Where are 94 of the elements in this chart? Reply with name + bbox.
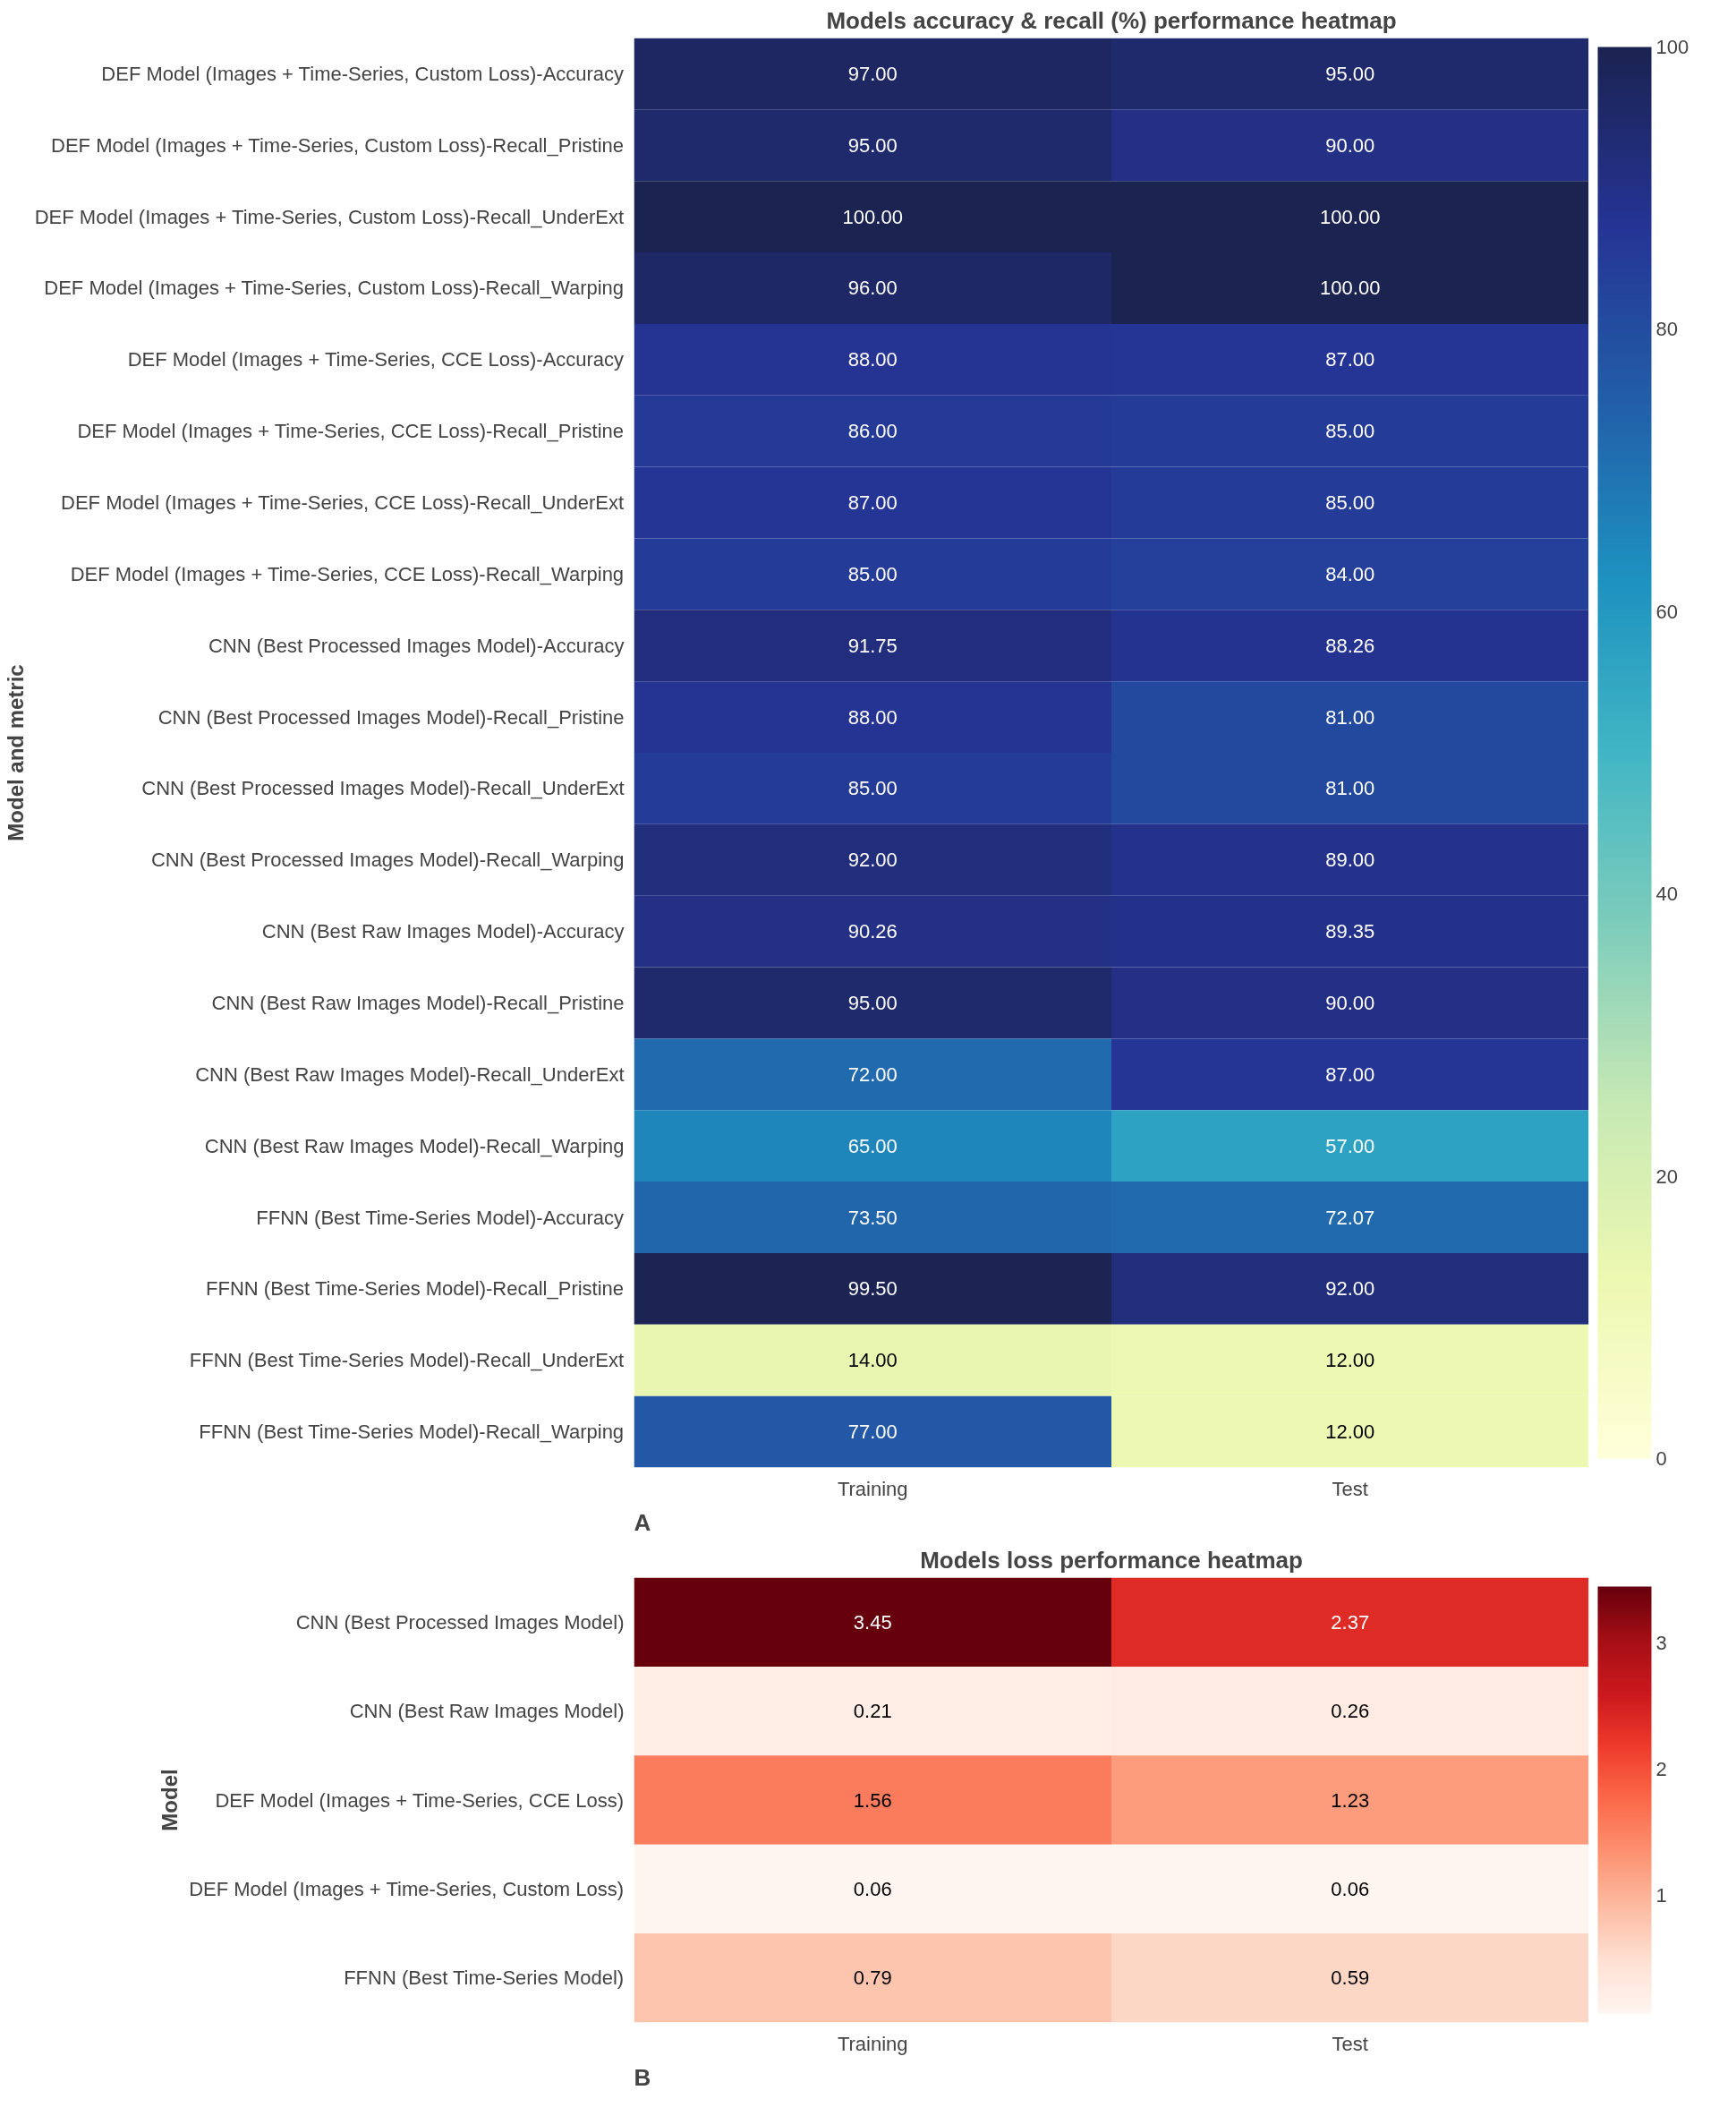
data-label: 84.00 bbox=[1325, 562, 1375, 585]
y-tick-label: CNN (Best Raw Images Model)-Recall_Pristine bbox=[211, 991, 625, 1014]
data-label: 95.00 bbox=[847, 991, 898, 1014]
data-label: 100.00 bbox=[1320, 205, 1381, 228]
data-label: 89.00 bbox=[1325, 849, 1375, 872]
data-label: 90.00 bbox=[1325, 991, 1375, 1014]
y-tick-label: FFNN (Best Time-Series Model) bbox=[344, 1967, 625, 1990]
x-tick-label: Test bbox=[1332, 2032, 1368, 2055]
color-bar-label: 1 bbox=[1655, 1883, 1667, 1907]
data-label: 73.50 bbox=[847, 1206, 898, 1229]
data-label: 97.00 bbox=[847, 62, 898, 85]
y-tick-label: DEF Model (Images + Time-Series, Custom Loss) bbox=[189, 1877, 625, 1900]
data-label: 72.00 bbox=[847, 1062, 898, 1086]
y-tick-label: CNN (Best Raw Images Model) bbox=[349, 1700, 625, 1723]
color-bar-label: 100 bbox=[1655, 36, 1689, 58]
data-label: 88.00 bbox=[847, 705, 898, 729]
data-label: 0.79 bbox=[853, 1967, 892, 1990]
y-tick-label: CNN (Best Raw Images Model)-Recall_UnderExt bbox=[195, 1062, 625, 1086]
data-label: 88.26 bbox=[1325, 634, 1375, 657]
y-tick-label: CNN (Best Processed Images Model)-Recall_UnderExt bbox=[141, 777, 625, 800]
data-label: 65.00 bbox=[847, 1134, 898, 1157]
y-tick-label: FFNN (Best Time-Series Model)-Recall_UnderExt bbox=[189, 1349, 625, 1372]
data-label: 81.00 bbox=[1325, 777, 1375, 800]
color-bar-label: 40 bbox=[1655, 883, 1678, 906]
data-label: 99.50 bbox=[847, 1277, 898, 1301]
color-bar-label: 60 bbox=[1655, 600, 1678, 623]
data-label: 88.00 bbox=[847, 348, 898, 371]
data-label: 85.00 bbox=[847, 562, 898, 585]
x-tick-label: Test bbox=[1332, 1477, 1368, 1500]
y-tick-label: DEF Model (Images + Time-Series, Custom Loss)-Recall_Pristine bbox=[51, 133, 625, 157]
data-label: 72.07 bbox=[1325, 1206, 1375, 1229]
data-label: 87.00 bbox=[1325, 348, 1375, 371]
data-label: 90.26 bbox=[847, 920, 898, 943]
data-label: 12.00 bbox=[1325, 1349, 1375, 1372]
y-axis-title: Model bbox=[157, 1769, 183, 1831]
y-tick-label: CNN (Best Processed Images Model)-Recall_Pristine bbox=[157, 705, 625, 729]
y-tick-label: DEF Model (Images + Time-Series, CCE Loss)-Recall_Warping bbox=[70, 562, 625, 585]
y-tick-label: CNN (Best Processed Images Model)-Recall_Warping bbox=[150, 849, 625, 872]
color-bar-label: 80 bbox=[1655, 318, 1678, 341]
data-label: 95.00 bbox=[1325, 62, 1375, 85]
color-bar-label: 20 bbox=[1655, 1165, 1678, 1188]
data-label: 87.00 bbox=[847, 491, 898, 515]
y-tick-label: DEF Model (Images + Time-Series, CCE Loss)-Recall_Pristine bbox=[77, 420, 625, 443]
data-label: 90.00 bbox=[1325, 133, 1375, 157]
y-tick-label: DEF Model (Images + Time-Series, Custom Loss)-Recall_UnderExt bbox=[34, 205, 625, 228]
y-tick-label: DEF Model (Images + Time-Series, CCE Loss)-Recall_UnderExt bbox=[61, 491, 625, 515]
y-tick-label: CNN (Best Raw Images Model)-Accuracy bbox=[261, 920, 625, 943]
y-tick-label: CNN (Best Processed Images Model)-Accuracy bbox=[208, 634, 625, 657]
data-label: 85.00 bbox=[1325, 420, 1375, 443]
y-tick-label: CNN (Best Raw Images Model)-Recall_Warping bbox=[204, 1134, 625, 1157]
y-tick-label: FFNN (Best Time-Series Model)-Accuracy bbox=[256, 1206, 625, 1229]
data-label: 92.00 bbox=[847, 849, 898, 872]
data-label: 0.06 bbox=[1331, 1877, 1370, 1900]
data-label: 3.45 bbox=[853, 1610, 892, 1634]
data-label: 2.37 bbox=[1331, 1610, 1370, 1634]
color-bar-label: 2 bbox=[1655, 1758, 1667, 1781]
data-label: 1.56 bbox=[853, 1788, 892, 1812]
y-tick-label: DEF Model (Images + Time-Series, CCE Loss)-Accuracy bbox=[127, 348, 625, 371]
data-label: 0.06 bbox=[853, 1877, 892, 1900]
chart-title: Models accuracy & recall (%) performance heatmap bbox=[826, 6, 1397, 34]
data-label: 57.00 bbox=[1325, 1134, 1375, 1157]
data-label: 100.00 bbox=[842, 205, 903, 228]
data-label: 1.23 bbox=[1331, 1788, 1370, 1812]
data-label: 0.26 bbox=[1331, 1700, 1370, 1723]
data-label: 85.00 bbox=[1325, 491, 1375, 515]
chart-title: Models loss performance heatmap bbox=[920, 1546, 1303, 1574]
text: A bbox=[634, 1508, 651, 1536]
data-label: 14.00 bbox=[847, 1349, 898, 1372]
data-label: 96.00 bbox=[847, 277, 898, 300]
data-label: 92.00 bbox=[1325, 1277, 1375, 1301]
x-tick-label: Training bbox=[837, 1477, 908, 1500]
data-label: 77.00 bbox=[847, 1421, 898, 1444]
data-label: 85.00 bbox=[847, 777, 898, 800]
data-label: 91.75 bbox=[847, 634, 898, 657]
data-label: 12.00 bbox=[1325, 1421, 1375, 1444]
text: B bbox=[634, 2063, 651, 2091]
color-bar-label: 0 bbox=[1655, 1447, 1667, 1470]
data-label: 89.35 bbox=[1325, 920, 1375, 943]
x-tick-label: Training bbox=[837, 2032, 908, 2055]
data-label: 87.00 bbox=[1325, 1062, 1375, 1086]
y-tick-label: DEF Model (Images + Time-Series, CCE Loss) bbox=[215, 1788, 625, 1812]
y-tick-label: DEF Model (Images + Time-Series, Custom Loss)-Recall_Warping bbox=[44, 277, 625, 300]
y-axis-title: Model and metric bbox=[3, 664, 28, 841]
data-label: 81.00 bbox=[1325, 705, 1375, 729]
data-label: 95.00 bbox=[847, 133, 898, 157]
data-label: 86.00 bbox=[847, 420, 898, 443]
y-tick-label: CNN (Best Processed Images Model) bbox=[295, 1610, 625, 1634]
y-tick-label: FFNN (Best Time-Series Model)-Recall_Warping bbox=[199, 1421, 625, 1444]
y-tick-label: FFNN (Best Time-Series Model)-Recall_Pristine bbox=[206, 1277, 625, 1301]
data-label: 0.21 bbox=[853, 1700, 892, 1723]
color-bar-label: 3 bbox=[1655, 1632, 1667, 1655]
data-label: 0.59 bbox=[1331, 1967, 1370, 1990]
y-tick-label: DEF Model (Images + Time-Series, Custom Loss)-Accuracy bbox=[101, 62, 625, 85]
data-label: 100.00 bbox=[1320, 277, 1381, 300]
